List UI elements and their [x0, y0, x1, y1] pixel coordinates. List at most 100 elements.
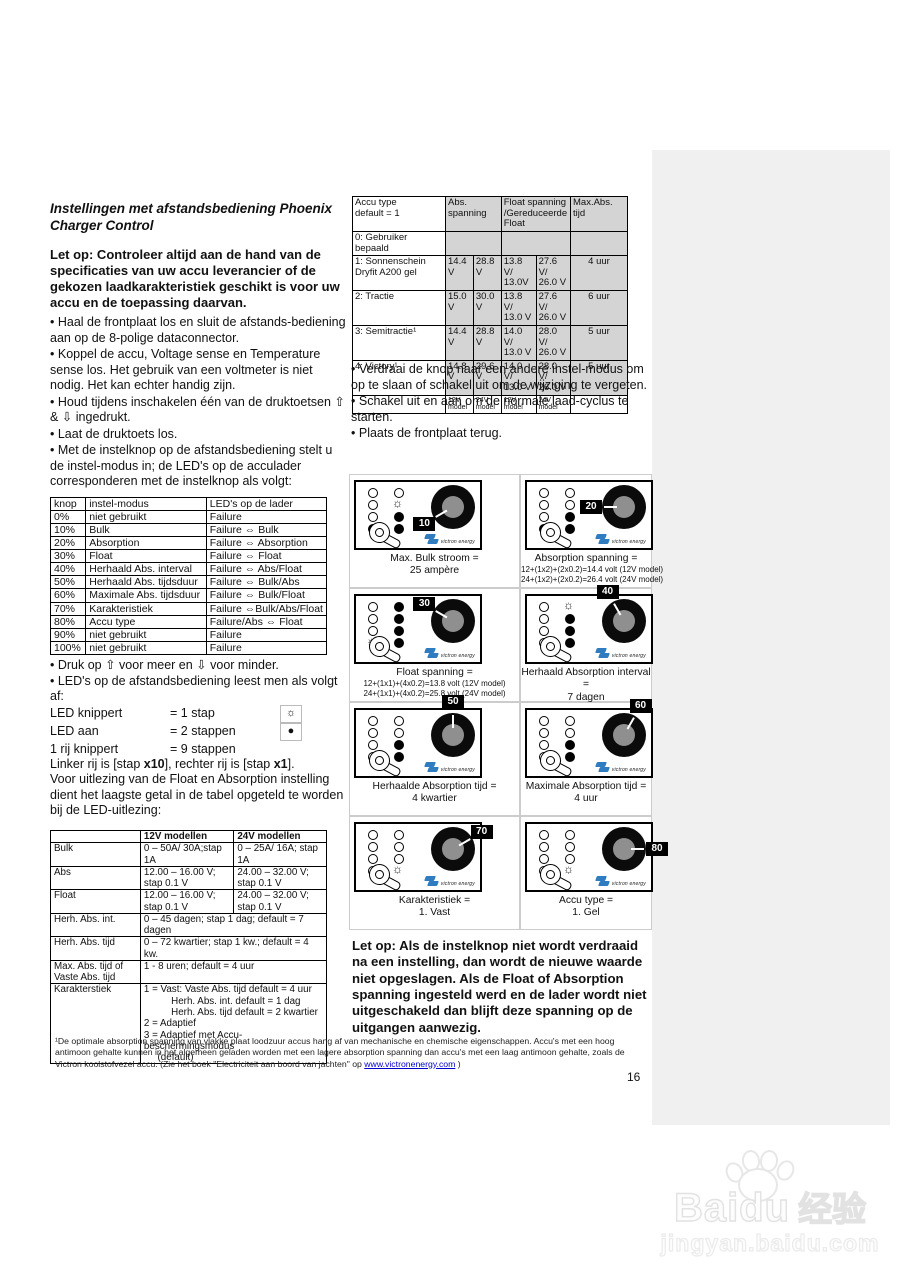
knob-position-label: 80 [646, 842, 668, 856]
column-header: 12V modellen [139, 829, 235, 844]
led-off-icon [368, 854, 378, 864]
caption-formula: 12+(1x2)+(2x0.2)=14.4 volt (12V model) [521, 565, 664, 575]
led-off-icon [539, 500, 549, 510]
table-row: Float 12.00 – 16.00 V; stap 0.1 V 24.00 – … [50, 889, 327, 914]
led-blink-icon: ☼ [392, 862, 403, 876]
caption-formula: 24+(1x1)+(4x0.2)=25.8 volt (24V model) [363, 688, 506, 698]
table-cell: 27.6 V/ 26.0 V [535, 255, 572, 291]
led-on-icon [565, 524, 575, 534]
led-on-icon [394, 626, 404, 636]
caption-line: 4 uur [574, 793, 598, 805]
table-row: 60% Maximale Abs. tijdsduur Failure ⇔ Bulk… [49, 588, 328, 603]
led-on-icon [565, 512, 575, 522]
table-cell: Failure ⇔ Abs/Float [205, 562, 328, 577]
led-off-icon [368, 500, 378, 510]
instruction-item: Koppel de accu, Voltage sense en Tempera… [50, 347, 346, 394]
table-row: 1: Sonnenschein Dryfit A200 gel 14.4 V 28.… [352, 255, 628, 291]
diagram-caption: Max. Bulk stroom = 25 ampère [350, 553, 519, 578]
step-multiplier: x10 [143, 756, 165, 771]
victron-brand-text: victron energy [440, 881, 475, 887]
row-label: Herh. Abs. int. [50, 912, 141, 938]
power-switch-icon [369, 636, 402, 664]
victron-brand-text: victron energy [440, 653, 475, 659]
knob-diagram-cell: ☼ 70 victron energy Karakteristiek = 1. Vast [349, 816, 520, 930]
table-cell: 0 – 45 dagen; stap 1 dag; default = 7 da… [139, 912, 328, 938]
setting-knob [431, 485, 475, 529]
table-cell: Failure/Abs ⇔ Float [205, 614, 328, 629]
table-row: 20% Absorption Failure ⇔ Absorption [49, 536, 328, 551]
table-cell: 6 uur [570, 290, 628, 326]
victron-brand-text: victron energy [611, 539, 646, 545]
led-blink-icon: ☼ [563, 598, 574, 612]
caption-line: Accu type = [558, 895, 614, 906]
victron-logo: victron energy [594, 762, 646, 773]
table-row: 2: Tractie 15.0 V 30.0 V 13.8 V/ 13.0 V 27.6… [352, 290, 628, 326]
led-off-icon [539, 602, 549, 612]
table-cell: niet gebruikt [85, 640, 207, 655]
table-cell: 3: Semitractie¹ [352, 324, 446, 361]
led-off-icon [368, 488, 378, 498]
led-blink-icon: ☼ [280, 704, 302, 723]
caption-line: Maximale Absorption tijd = [525, 781, 647, 792]
knob-diagram-cell: 50 victron energy Herhaalde Absorption tij… [349, 695, 520, 816]
knob-pointer [604, 506, 617, 508]
table-cell: Herhaald Abs. tijdsduur [85, 575, 207, 590]
led-off-icon [539, 614, 549, 624]
baidu-logo-text: Baidu [673, 1185, 791, 1230]
victron-mark-icon [594, 648, 610, 659]
table-cell: 40% [49, 562, 87, 577]
table-cell [570, 230, 628, 257]
legend-label: LED aan [50, 724, 99, 739]
instructions-list-right: Verdraai de knop naar een andere instel-… [351, 362, 651, 443]
caption-line: 4 kwartier [412, 793, 457, 805]
caption-line: Herhaalde Absorption tijd = [372, 781, 497, 792]
victron-mark-icon [594, 762, 610, 773]
legend-value: = 9 stappen [170, 741, 236, 756]
baidu-watermark: Baidu 经验 jingyan.baidu.com [640, 1148, 900, 1273]
power-switch-icon [540, 522, 573, 550]
victronenergy-link[interactable]: www.victronenergy.com [364, 1058, 456, 1069]
led-off-icon [565, 500, 575, 510]
led-off-icon [394, 716, 404, 726]
instruction-item: Met de instelknop op de afstandsbedienin… [50, 443, 346, 490]
led-on-icon [394, 614, 404, 624]
led-off-icon [368, 512, 378, 522]
table-cell: 24.00 – 32.00 V; stap 0.1 V [233, 865, 327, 891]
victron-brand-text: victron energy [611, 881, 646, 887]
legend-spacer [280, 741, 300, 757]
setting-knob [602, 827, 646, 871]
setting-knob [431, 713, 475, 757]
led-off-icon [539, 854, 549, 864]
led-off-icon [368, 842, 378, 852]
led-on-icon [565, 614, 575, 624]
caption-line: Herhaald Absorption interval = [521, 667, 651, 691]
led-on-icon [394, 752, 404, 762]
diagram-caption: Accu type = 1. Gel [521, 895, 651, 920]
led-off-icon [394, 728, 404, 738]
table-cell: Abs. spanning [445, 196, 502, 232]
table-cell: 70% [49, 601, 87, 616]
victron-brand-text: victron energy [611, 653, 646, 659]
table-cell: 5 uur [570, 324, 628, 361]
table-cell: Float spanning /Gereduceerde Float [500, 196, 572, 232]
led-off-icon [565, 488, 575, 498]
warning-right: Let op: Als de instelknop niet wordt ver… [352, 938, 647, 1035]
victron-mark-icon [423, 762, 439, 773]
table-cell: 13.8 V/ 13.0 V [500, 290, 537, 326]
table-cell: 80% [49, 614, 87, 629]
led-off-icon [394, 842, 404, 852]
table-row: 70% Karakteristiek Failure ⇔Bulk/Abs/Float [49, 601, 328, 616]
text-segment: ]. [287, 756, 295, 771]
row-label: Bulk [50, 842, 141, 867]
instruction-item: Schakel uit en aan om de normale laad-cy… [351, 394, 651, 425]
table-cell: 0 – 72 kwartier; stap 1 kw.; default = 4… [139, 936, 328, 961]
knob-diagram-cell: ☼ 80 victron energy Accu type = 1. Gel [520, 816, 668, 930]
knob-position-label: 50 [442, 695, 464, 709]
diagram-caption: Herhaald Absorption interval = 7 dagen [521, 667, 651, 704]
victron-mark-icon [423, 534, 439, 545]
table-cell: 14.4 V [445, 255, 474, 291]
led-blink-icon: ☼ [563, 862, 574, 876]
led-blink-icon: ☼ [392, 496, 403, 510]
row-label: Herh. Abs. tijd [50, 936, 141, 961]
